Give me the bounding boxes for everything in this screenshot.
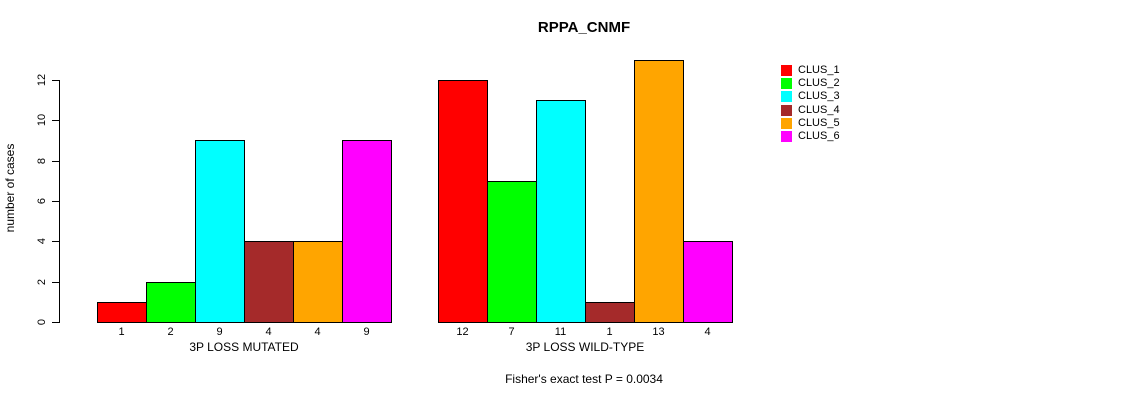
bar-clus_4-group2 [585, 302, 635, 323]
bar-value-label: 4 [265, 326, 272, 338]
bar-value-label: 1 [606, 326, 613, 338]
bar-clus_3-group2 [536, 100, 586, 323]
legend-item: CLUS_2 [781, 77, 840, 90]
bar-value-label: 9 [216, 326, 223, 338]
legend: CLUS_1 CLUS_2 CLUS_3 CLUS_4 CLUS_5 CLUS_6 [781, 64, 840, 143]
y-tick-mark [52, 282, 59, 283]
bar-clus_3-group1 [195, 140, 245, 323]
y-tick-mark [52, 161, 59, 162]
y-tick-label: 2 [36, 278, 48, 286]
legend-label: CLUS_1 [798, 64, 840, 77]
legend-item: CLUS_6 [781, 130, 840, 143]
group-label-1: 3P LOSS MUTATED [189, 340, 299, 354]
bar-value-label: 13 [652, 326, 665, 338]
bar-clus_5-group2 [634, 60, 684, 323]
y-tick-mark [52, 322, 59, 323]
y-tick-label: 8 [36, 157, 48, 165]
bar-value-label: 4 [704, 326, 711, 338]
y-tick-mark [52, 241, 59, 242]
legend-item: CLUS_1 [781, 64, 840, 77]
y-axis-label: number of cases [3, 143, 17, 233]
legend-item: CLUS_3 [781, 90, 840, 103]
legend-swatch-icon [781, 78, 792, 90]
y-tick-label: 6 [36, 197, 48, 205]
stat-caption: Fisher's exact test P = 0.0034 [505, 372, 663, 386]
bar-clus_1-group2 [438, 80, 488, 323]
y-tick-mark [52, 120, 59, 121]
chart-title: RPPA_CNMF [537, 19, 631, 36]
legend-swatch-icon [781, 65, 792, 77]
bar-clus_5-group1 [293, 241, 343, 323]
y-tick-label: 12 [36, 73, 48, 87]
bar-value-label: 4 [314, 326, 321, 338]
bar-value-label: 11 [554, 326, 567, 338]
y-tick-label: 0 [36, 318, 48, 326]
bar-clus_6-group2 [683, 241, 733, 323]
bar-value-label: 12 [456, 326, 469, 338]
legend-item: CLUS_5 [781, 117, 840, 130]
bar-clus_4-group1 [244, 241, 294, 323]
legend-label: CLUS_3 [798, 90, 840, 103]
bar-clus_6-group1 [342, 140, 392, 323]
legend-label: CLUS_6 [798, 130, 840, 143]
legend-swatch-icon [781, 117, 792, 129]
bar-value-label: 1 [118, 326, 125, 338]
legend-label: CLUS_2 [798, 77, 840, 90]
y-tick-mark [52, 201, 59, 202]
legend-label: CLUS_4 [798, 103, 840, 116]
bar-value-label: 7 [508, 326, 515, 338]
bar-value-label: 2 [167, 326, 174, 338]
y-tick-label: 4 [36, 237, 48, 245]
bar-clus_1-group1 [97, 302, 147, 323]
legend-item: CLUS_4 [781, 104, 840, 117]
group-label-2: 3P LOSS WILD-TYPE [525, 340, 645, 354]
y-tick-label: 10 [36, 113, 48, 127]
legend-swatch-icon [781, 131, 792, 143]
legend-swatch-icon [781, 91, 792, 103]
legend-label: CLUS_5 [798, 116, 840, 129]
y-axis-line [59, 80, 60, 323]
bar-value-label: 9 [363, 326, 370, 338]
bar-clus_2-group1 [146, 282, 196, 323]
legend-swatch-icon [781, 104, 792, 116]
y-tick-mark [52, 80, 59, 81]
bar-clus_2-group2 [487, 181, 537, 323]
